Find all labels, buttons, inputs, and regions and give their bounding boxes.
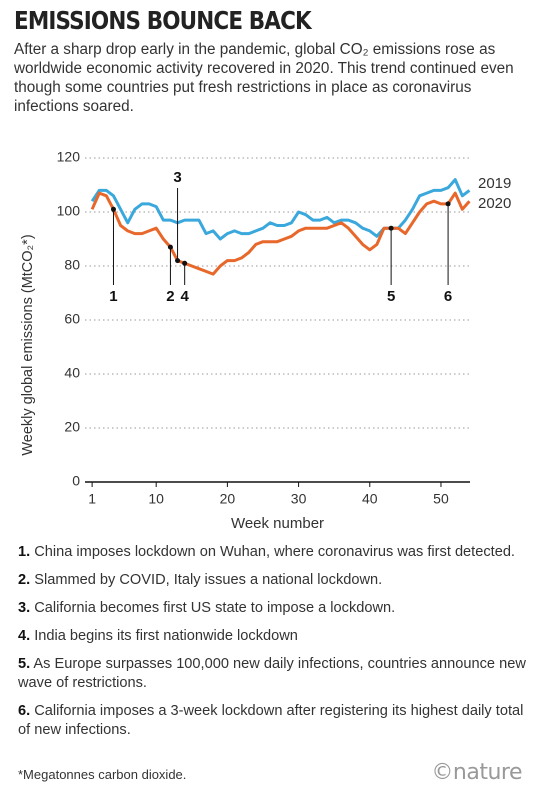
note-number: 6. — [18, 703, 31, 719]
note: 2. Slammed by COVID, Italy issues a nati… — [18, 571, 528, 590]
annotation-dot — [182, 260, 188, 266]
note-text: India begins its first nationwide lockdo… — [34, 628, 298, 644]
note: 4. India begins its first nationwide loc… — [18, 627, 528, 646]
logo: ©nature — [431, 760, 522, 785]
annotation-dot — [445, 201, 451, 207]
note: 3. California becomes first US state to … — [18, 599, 528, 618]
x-tick-label: 40 — [362, 491, 378, 507]
note: 6. California imposes a 3-week lockdown … — [18, 702, 528, 740]
annotation-label: 5 — [387, 288, 395, 305]
y-tick-label: 60 — [64, 311, 80, 327]
x-tick-label: 10 — [148, 491, 164, 507]
x-axis-label: Week number — [231, 515, 324, 532]
x-tick-label: 50 — [433, 491, 449, 507]
y-tick-label: 0 — [72, 473, 80, 489]
note-text: As Europe surpasses 100,000 new daily in… — [18, 656, 526, 691]
annotation-label: 1 — [109, 288, 117, 305]
note-number: 5. — [18, 656, 31, 672]
annotation-label: 3 — [173, 169, 181, 186]
legend-label: 2020 — [478, 195, 511, 212]
annotation-label: 6 — [444, 288, 452, 305]
y-axis-label: Weekly global emissions (MtCO₂*) — [20, 234, 36, 455]
note-number: 4. — [18, 628, 31, 644]
title: EMISSIONS BOUNCE BACK — [14, 6, 312, 35]
chart: 0 20 40 60 80 100 120 1 10 20 30 40 50 Week number Wee… — [20, 149, 512, 532]
annotation-dot — [388, 225, 394, 231]
x-tick-label: 1 — [88, 491, 96, 507]
note-number: 2. — [18, 572, 31, 588]
y-tick-label: 80 — [64, 257, 80, 273]
subtitle: After a sharp drop early in the pandemic… — [14, 41, 514, 115]
note-text: California imposes a 3-week lockdown aft… — [18, 703, 524, 738]
x-tick-label: 20 — [220, 491, 236, 507]
y-tick-label: 40 — [64, 365, 80, 381]
note-number: 1. — [18, 544, 31, 560]
note-text: China imposes lockdown on Wuhan, where c… — [34, 544, 515, 560]
note-number: 3. — [18, 600, 31, 616]
notes: 1. China imposes lockdown on Wuhan, wher… — [18, 543, 528, 749]
note: 5. As Europe surpasses 100,000 new daily… — [18, 655, 528, 693]
note-text: California becomes first US state to imp… — [34, 600, 396, 616]
annotation-dot — [167, 244, 173, 250]
y-tick-label: 120 — [57, 149, 81, 165]
note: 1. China imposes lockdown on Wuhan, wher… — [18, 543, 528, 562]
note-text: Slammed by COVID, Italy issues a nationa… — [34, 572, 383, 588]
annotation-label: 2 — [166, 288, 174, 305]
annotation-dot — [175, 258, 181, 264]
x-tick-label: 30 — [291, 491, 307, 507]
series-line — [90, 178, 471, 241]
y-tick-label: 20 — [64, 419, 80, 435]
footnote: *Megatonnes carbon dioxide. — [18, 767, 187, 782]
legend-label: 2019 — [478, 175, 511, 192]
y-tick-label: 100 — [57, 203, 81, 219]
annotation-label: 4 — [180, 288, 189, 305]
series-line — [90, 191, 471, 276]
annotation-dot — [110, 206, 116, 212]
